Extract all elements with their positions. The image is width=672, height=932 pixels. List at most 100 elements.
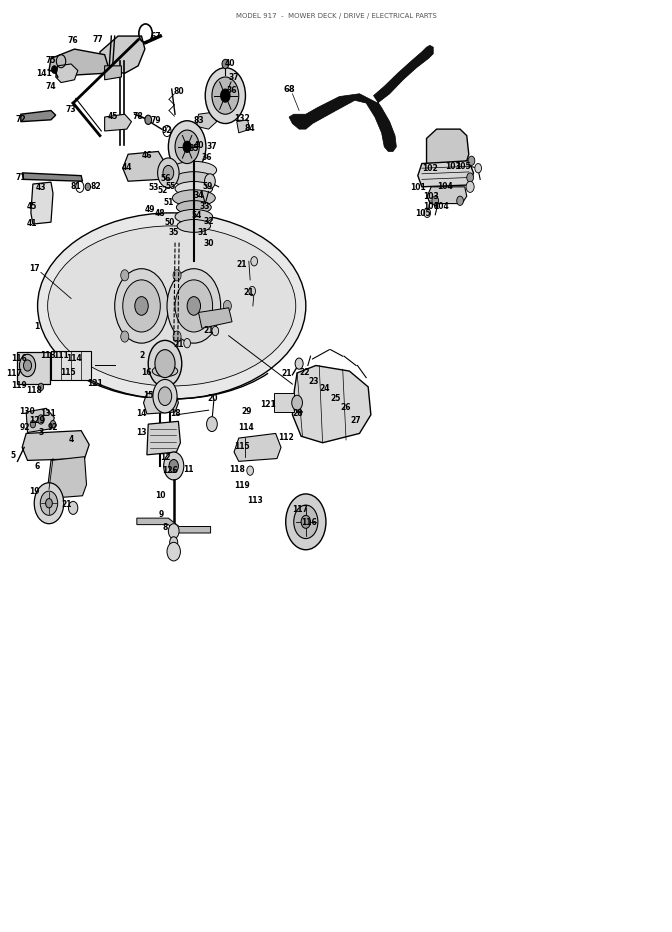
Text: 40: 40: [225, 60, 235, 68]
Circle shape: [69, 501, 78, 514]
Polygon shape: [418, 160, 474, 186]
Text: 118: 118: [26, 386, 42, 395]
Polygon shape: [147, 421, 180, 455]
Circle shape: [34, 483, 64, 524]
Circle shape: [155, 350, 175, 377]
Text: 34: 34: [194, 191, 204, 199]
Circle shape: [121, 331, 129, 342]
Text: 43: 43: [36, 184, 46, 192]
Circle shape: [169, 524, 179, 539]
Text: 24: 24: [319, 384, 330, 393]
Text: 121: 121: [87, 378, 102, 388]
Circle shape: [424, 208, 431, 217]
Circle shape: [301, 515, 310, 528]
Circle shape: [85, 183, 91, 190]
Text: 1: 1: [34, 322, 40, 331]
Text: 41: 41: [26, 219, 37, 227]
Circle shape: [294, 505, 318, 539]
Circle shape: [247, 466, 253, 475]
Text: 15: 15: [143, 391, 153, 400]
Text: 18: 18: [170, 409, 180, 418]
Polygon shape: [100, 36, 145, 74]
Circle shape: [164, 452, 183, 480]
Circle shape: [52, 66, 57, 74]
Ellipse shape: [177, 220, 210, 232]
Text: 13: 13: [136, 428, 146, 437]
Circle shape: [173, 331, 181, 342]
Text: 12: 12: [161, 453, 171, 462]
Text: 132: 132: [235, 115, 250, 123]
Text: 119: 119: [235, 481, 250, 490]
Text: 3: 3: [38, 428, 44, 437]
Text: 23: 23: [308, 377, 319, 386]
Text: 114: 114: [239, 423, 254, 432]
Text: 106: 106: [423, 202, 439, 211]
Text: 117: 117: [292, 505, 308, 514]
Text: 53: 53: [149, 184, 159, 192]
Text: 126: 126: [163, 466, 178, 475]
Text: 73: 73: [66, 105, 77, 114]
Text: 118: 118: [229, 465, 245, 474]
Text: 2: 2: [139, 350, 144, 360]
Polygon shape: [144, 391, 178, 414]
Circle shape: [38, 415, 44, 424]
Circle shape: [173, 269, 181, 281]
Text: 121: 121: [259, 400, 276, 409]
Circle shape: [169, 459, 178, 473]
Text: 30: 30: [204, 240, 214, 248]
Text: 36: 36: [202, 153, 212, 161]
Circle shape: [169, 121, 206, 172]
Circle shape: [223, 300, 231, 311]
Text: 79: 79: [151, 116, 161, 125]
Circle shape: [251, 256, 257, 266]
Text: 115: 115: [235, 442, 250, 451]
Text: 111: 111: [53, 350, 69, 360]
Text: 45: 45: [108, 112, 118, 120]
Circle shape: [222, 60, 228, 69]
Bar: [274, 393, 294, 412]
Text: 55: 55: [166, 183, 176, 191]
Text: 45: 45: [26, 202, 37, 211]
Text: 50: 50: [165, 218, 175, 226]
Text: 21: 21: [281, 369, 292, 378]
Text: 72: 72: [15, 116, 26, 124]
Circle shape: [46, 499, 52, 508]
Text: 14: 14: [136, 409, 146, 418]
Text: 104: 104: [437, 183, 452, 191]
Polygon shape: [427, 130, 469, 163]
Circle shape: [30, 420, 36, 428]
Text: 25: 25: [331, 393, 341, 403]
Polygon shape: [21, 111, 56, 122]
Polygon shape: [46, 457, 87, 499]
Circle shape: [187, 296, 200, 315]
Polygon shape: [292, 365, 371, 443]
Text: 51: 51: [163, 199, 173, 207]
Text: 102: 102: [422, 164, 437, 172]
Text: 19: 19: [29, 487, 40, 496]
Circle shape: [467, 172, 474, 182]
Text: 92: 92: [162, 127, 172, 135]
Text: 44: 44: [122, 163, 132, 171]
Text: 16: 16: [142, 367, 152, 377]
Circle shape: [19, 354, 36, 377]
Circle shape: [159, 387, 172, 405]
Text: 46: 46: [142, 151, 152, 159]
Circle shape: [175, 280, 212, 332]
Text: 130: 130: [19, 406, 36, 416]
Text: 141: 141: [36, 69, 52, 77]
Text: 83: 83: [194, 116, 204, 125]
Text: 37: 37: [228, 73, 239, 81]
Text: 116: 116: [301, 518, 317, 528]
Text: 9: 9: [159, 510, 164, 519]
Circle shape: [295, 358, 303, 369]
Circle shape: [123, 280, 161, 332]
Polygon shape: [22, 172, 83, 181]
Circle shape: [167, 542, 180, 561]
Text: 21: 21: [61, 500, 72, 509]
Circle shape: [153, 379, 177, 413]
Text: 84: 84: [245, 124, 255, 132]
Text: 77: 77: [93, 35, 103, 45]
Text: 74: 74: [46, 82, 56, 90]
Polygon shape: [289, 46, 433, 152]
Ellipse shape: [175, 182, 212, 196]
